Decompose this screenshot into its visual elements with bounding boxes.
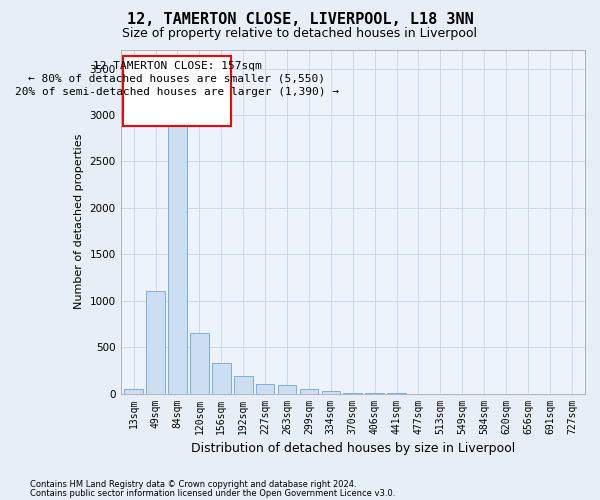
- Bar: [278, 385, 296, 394]
- Bar: [168, 110, 187, 394]
- Text: 12, TAMERTON CLOSE, LIVERPOOL, L18 3NN: 12, TAMERTON CLOSE, LIVERPOOL, L18 3NN: [127, 12, 473, 28]
- Text: 20% of semi-detached houses are larger (1,390) →: 20% of semi-detached houses are larger (…: [15, 87, 339, 97]
- Y-axis label: Number of detached properties: Number of detached properties: [74, 134, 84, 310]
- Bar: [190, 333, 209, 394]
- X-axis label: Distribution of detached houses by size in Liverpool: Distribution of detached houses by size …: [191, 442, 515, 455]
- Text: 12 TAMERTON CLOSE: 157sqm: 12 TAMERTON CLOSE: 157sqm: [92, 61, 262, 71]
- Text: Contains HM Land Registry data © Crown copyright and database right 2024.: Contains HM Land Registry data © Crown c…: [30, 480, 356, 489]
- Bar: [124, 389, 143, 394]
- Bar: [212, 363, 230, 394]
- Bar: [146, 292, 165, 394]
- Bar: [343, 393, 362, 394]
- Text: ← 80% of detached houses are smaller (5,550): ← 80% of detached houses are smaller (5,…: [28, 73, 325, 83]
- Bar: [299, 389, 318, 394]
- Text: Contains public sector information licensed under the Open Government Licence v3: Contains public sector information licen…: [30, 488, 395, 498]
- Bar: [256, 384, 274, 394]
- Bar: [322, 391, 340, 394]
- Text: Size of property relative to detached houses in Liverpool: Size of property relative to detached ho…: [122, 28, 478, 40]
- Bar: [123, 56, 231, 126]
- Bar: [234, 376, 253, 394]
